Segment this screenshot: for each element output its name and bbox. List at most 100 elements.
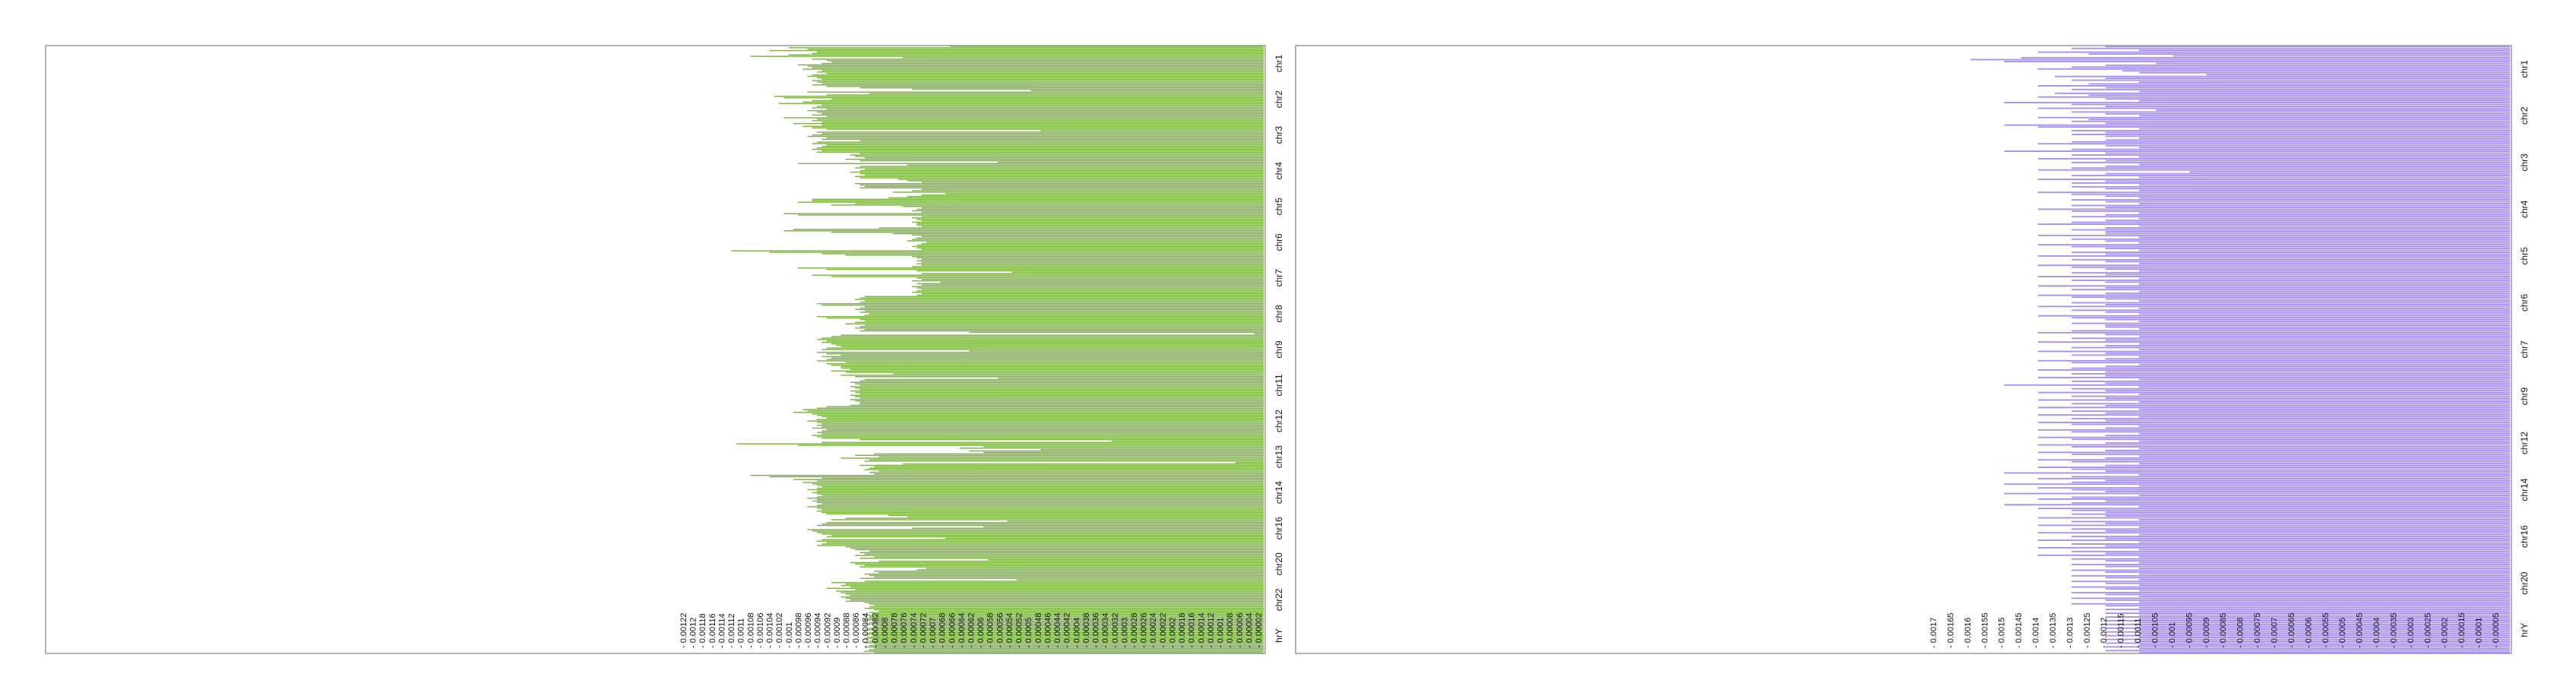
x-tick-label: - 0.00072 [919, 613, 928, 648]
bar [826, 144, 1264, 146]
bar [2139, 573, 2510, 575]
bar [840, 365, 1264, 368]
x-tick-label: - 0.00016 [1188, 613, 1197, 648]
x-tick-label: - 0.0002 [1168, 618, 1177, 648]
right-chart-x-ticks: - 0.0017 - 0.00165 - 0.0016 - 0.00155 - 0.00… [1929, 613, 2501, 648]
chromosome-label: chr6 [1274, 233, 1284, 251]
bar [2105, 650, 2510, 652]
bar [2071, 289, 2510, 291]
left-chart-bars [731, 46, 1264, 653]
bar [817, 485, 1264, 486]
bar [2071, 438, 2510, 441]
bar [840, 592, 1264, 593]
bar [807, 65, 1264, 68]
bar [2088, 119, 2510, 121]
bar [2105, 470, 2510, 472]
bar [997, 161, 1264, 163]
bar [817, 480, 1264, 482]
bar [859, 172, 1264, 175]
bar [983, 446, 1264, 448]
bar [2139, 270, 2510, 272]
bar [2071, 496, 2510, 498]
chromosome-label: chr11 [1274, 374, 1284, 396]
bar [878, 470, 1264, 472]
bar [1016, 579, 1264, 580]
bar [2105, 537, 2510, 539]
bar [2139, 640, 2510, 642]
bar [907, 180, 1264, 182]
bar [859, 140, 1264, 141]
bar [2139, 356, 2510, 358]
bar [826, 268, 1264, 270]
x-tick-label: - 0.0012 [2100, 618, 2109, 648]
bar [2037, 264, 2510, 267]
x-tick-label: - 0.00116 [708, 613, 717, 648]
bar [2139, 156, 2510, 158]
bar [916, 287, 1264, 289]
bar [850, 595, 1264, 596]
bar [2105, 298, 2510, 300]
x-tick-label: - 0.00032 [1111, 613, 1120, 648]
bar [2105, 64, 2510, 66]
bar [855, 203, 1264, 204]
bar [2105, 397, 2510, 399]
chromosome-label: chr22 [1274, 588, 1284, 611]
bar [807, 135, 1264, 138]
bar [2037, 524, 2510, 527]
bar [2139, 440, 2510, 442]
bar [2139, 455, 2510, 457]
bar [921, 258, 1264, 261]
bar [2105, 160, 2510, 162]
bar [969, 331, 1264, 334]
right-chart-chromosome-labels: chr1 chr2 chr3 chr4 chr5 chr6 chr7 chr9 chr12 chr… [2519, 60, 2530, 637]
chromosome-label: chr4 [2519, 200, 2530, 218]
bar [874, 613, 1264, 615]
bar [2105, 577, 2510, 579]
chromosome-label: chr9 [1274, 340, 1284, 359]
bar [2071, 199, 2510, 201]
bar [821, 433, 1264, 435]
bar [2122, 70, 2510, 72]
bar [2071, 167, 2510, 169]
bar [878, 571, 1264, 574]
x-tick-label: - 0.0015 [1998, 618, 2007, 648]
bar [831, 336, 1264, 337]
bar [769, 476, 1264, 478]
bar [2105, 593, 2510, 596]
bar [864, 553, 1264, 555]
chromosome-label: hrY [2519, 623, 2530, 637]
bar [907, 195, 1264, 198]
bar [2105, 442, 2510, 444]
bar [2105, 522, 2510, 524]
bar [2139, 595, 2510, 597]
bar [793, 479, 1264, 481]
bar [912, 527, 1264, 530]
bar [2189, 171, 2510, 173]
right-chart: - 0.0017 - 0.00165 - 0.0016 - 0.00155 - 0.00… [1295, 45, 2530, 654]
bar [2105, 530, 2510, 532]
bar [859, 552, 1264, 554]
bar [2139, 394, 2510, 396]
bar [2037, 487, 2510, 489]
bar [2139, 321, 2510, 323]
bar [2037, 305, 2510, 308]
bar [831, 98, 1264, 100]
bar [864, 607, 1264, 609]
right-chart-bars [1970, 46, 2510, 653]
bar [845, 593, 1264, 595]
bar [859, 401, 1264, 403]
bar [817, 339, 1264, 340]
bar [2037, 498, 2510, 500]
x-tick-label: - 0.00036 [1092, 613, 1101, 648]
x-tick-label: - 0.0016 [1964, 618, 1973, 648]
x-tick-label: - 0.00104 [766, 613, 775, 648]
bar [2037, 294, 2510, 296]
bar [817, 147, 1264, 149]
bar [2004, 60, 2510, 62]
bar [2071, 410, 2510, 413]
bar [850, 386, 1264, 387]
bar [2139, 236, 2510, 239]
bar [812, 84, 1264, 86]
bar [869, 472, 1264, 473]
